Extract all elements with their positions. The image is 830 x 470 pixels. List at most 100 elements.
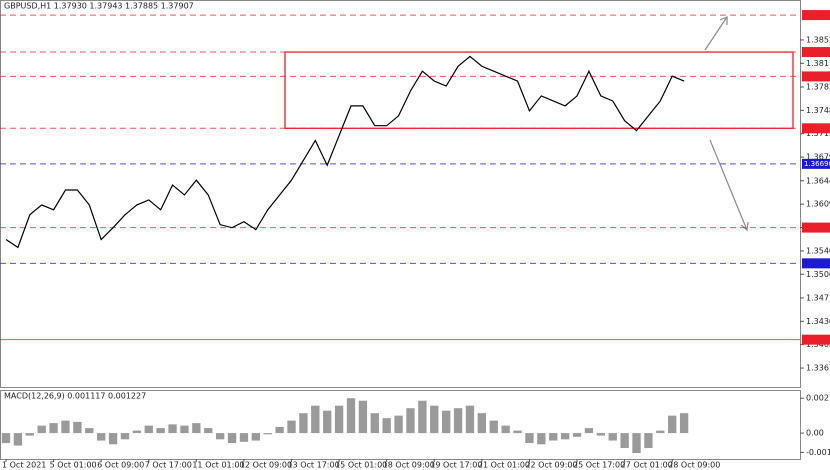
y-tick-label: 1.35405	[806, 246, 830, 255]
y-tick-label: 1.35060	[806, 270, 830, 279]
x-tick-label: 22 Oct 09:00	[525, 461, 577, 470]
y-tick-label: 1.36790	[806, 153, 830, 162]
arrow-head	[740, 221, 749, 232]
macd-bar	[620, 433, 629, 449]
x-tick-label: 25 Oct 17:00	[573, 461, 625, 470]
chart-title: GBPUSD,H1 1.37930 1.37943 1.37885 1.3790…	[4, 2, 194, 11]
arrow-down	[709, 139, 748, 231]
macd-bar	[358, 400, 368, 434]
macd-bar	[120, 433, 130, 440]
x-tick-label: 28 Oct 09:00	[668, 461, 720, 470]
macd-bar	[549, 433, 558, 441]
x-tick-label: 13 Oct 17:00	[288, 461, 340, 470]
macd-bar	[61, 420, 70, 434]
x-tick-label: 27 Oct 01:00	[621, 461, 673, 470]
x-tick-label: 18 Oct 09:00	[383, 461, 435, 470]
level-tag	[802, 222, 830, 233]
macd-bar	[275, 426, 284, 434]
main-panel	[0, 0, 801, 388]
x-tick-label: 6 Oct 09:00	[97, 461, 144, 470]
x-tick-label: 11 Oct 01:00	[192, 461, 244, 470]
y-tick-label: 1.34020	[806, 340, 830, 349]
level-tag	[802, 334, 830, 345]
macd-bar	[49, 423, 58, 434]
macd-bar	[287, 420, 296, 434]
macd-bar	[334, 405, 344, 434]
y-tick-label: 1.34710	[806, 293, 830, 302]
macd-bar	[596, 433, 605, 436]
macd-title: MACD(12,26,9) 0.001117 0.001227	[4, 392, 146, 401]
macd-bar	[477, 413, 487, 434]
macd-bar	[204, 428, 213, 434]
arrow-head	[719, 16, 728, 25]
y-tick-label: 1.33675	[806, 364, 830, 373]
macd-bar	[144, 425, 153, 434]
macd-bar	[430, 405, 439, 434]
y-tick-label: 1.34365	[806, 317, 830, 326]
macd-bar	[97, 433, 106, 441]
price-line	[5, 55, 685, 249]
macd-bar	[513, 430, 522, 434]
macd-bar	[560, 433, 570, 440]
macd-bar	[572, 433, 582, 437]
macd-bar	[382, 418, 391, 434]
level-tag	[802, 258, 830, 269]
x-tick-label: 12 Oct 09:00	[240, 461, 292, 470]
macd-bar	[1, 433, 11, 444]
macd-bar	[13, 433, 23, 446]
macd-bar	[668, 415, 677, 434]
level-tag	[802, 10, 830, 21]
x-tick-label: 7 Oct 17:00	[145, 461, 192, 470]
y-tick-label: 1.37135	[806, 129, 830, 138]
macd-bar	[632, 433, 641, 454]
macd-bar	[537, 433, 546, 445]
macd-bar	[25, 433, 34, 436]
macd-bar	[132, 430, 142, 434]
macd-bar	[679, 413, 689, 434]
macd-bar	[192, 423, 201, 434]
x-tick-label: 15 Oct 01:00	[335, 461, 387, 470]
macd-bar	[525, 433, 534, 444]
macd-bar	[251, 433, 260, 441]
macd-bar	[227, 433, 237, 444]
x-tick-label: 1 Oct 2021	[2, 461, 46, 470]
macd-bar	[394, 415, 403, 434]
macd-bar	[215, 433, 225, 440]
x-tick-label: 5 Oct 01:00	[50, 461, 97, 470]
macd-bar	[323, 410, 332, 434]
macd-bar	[180, 425, 189, 434]
level-tag	[802, 71, 830, 82]
level-tag	[802, 123, 830, 134]
macd-bar	[37, 425, 46, 434]
level-tag	[802, 158, 830, 169]
macd-bar	[465, 405, 475, 434]
macd-bar	[168, 424, 177, 434]
macd-bar	[442, 410, 451, 434]
macd-bar	[608, 433, 617, 441]
macd-panel	[0, 390, 801, 460]
macd-bar	[501, 425, 510, 434]
macd-bar	[370, 413, 379, 434]
y-tick-label: 1.38175	[806, 59, 830, 68]
arrow-up	[704, 16, 728, 51]
macd-bar	[656, 430, 665, 434]
macd-bar	[299, 413, 308, 434]
level-tag	[802, 47, 830, 58]
y-tick-label: 0.00	[806, 429, 824, 438]
x-tick-label: 19 Oct 17:00	[430, 461, 482, 470]
y-tick-label: 1.37480	[806, 106, 830, 115]
macd-bar	[239, 433, 249, 442]
arrows	[704, 16, 749, 232]
macd-bar	[156, 428, 165, 434]
macd-bar	[73, 421, 82, 434]
macd-bar	[108, 433, 118, 445]
macd-bar	[418, 400, 427, 434]
y-tick-label: 1.36095	[806, 200, 830, 209]
macd-bar	[453, 408, 463, 434]
y-tick-label: 0.002799	[806, 394, 830, 403]
macd-bar	[311, 405, 320, 434]
macd-bar	[346, 398, 356, 434]
zone-rect	[284, 51, 794, 129]
y-tick-label: 1.36440	[806, 176, 830, 185]
